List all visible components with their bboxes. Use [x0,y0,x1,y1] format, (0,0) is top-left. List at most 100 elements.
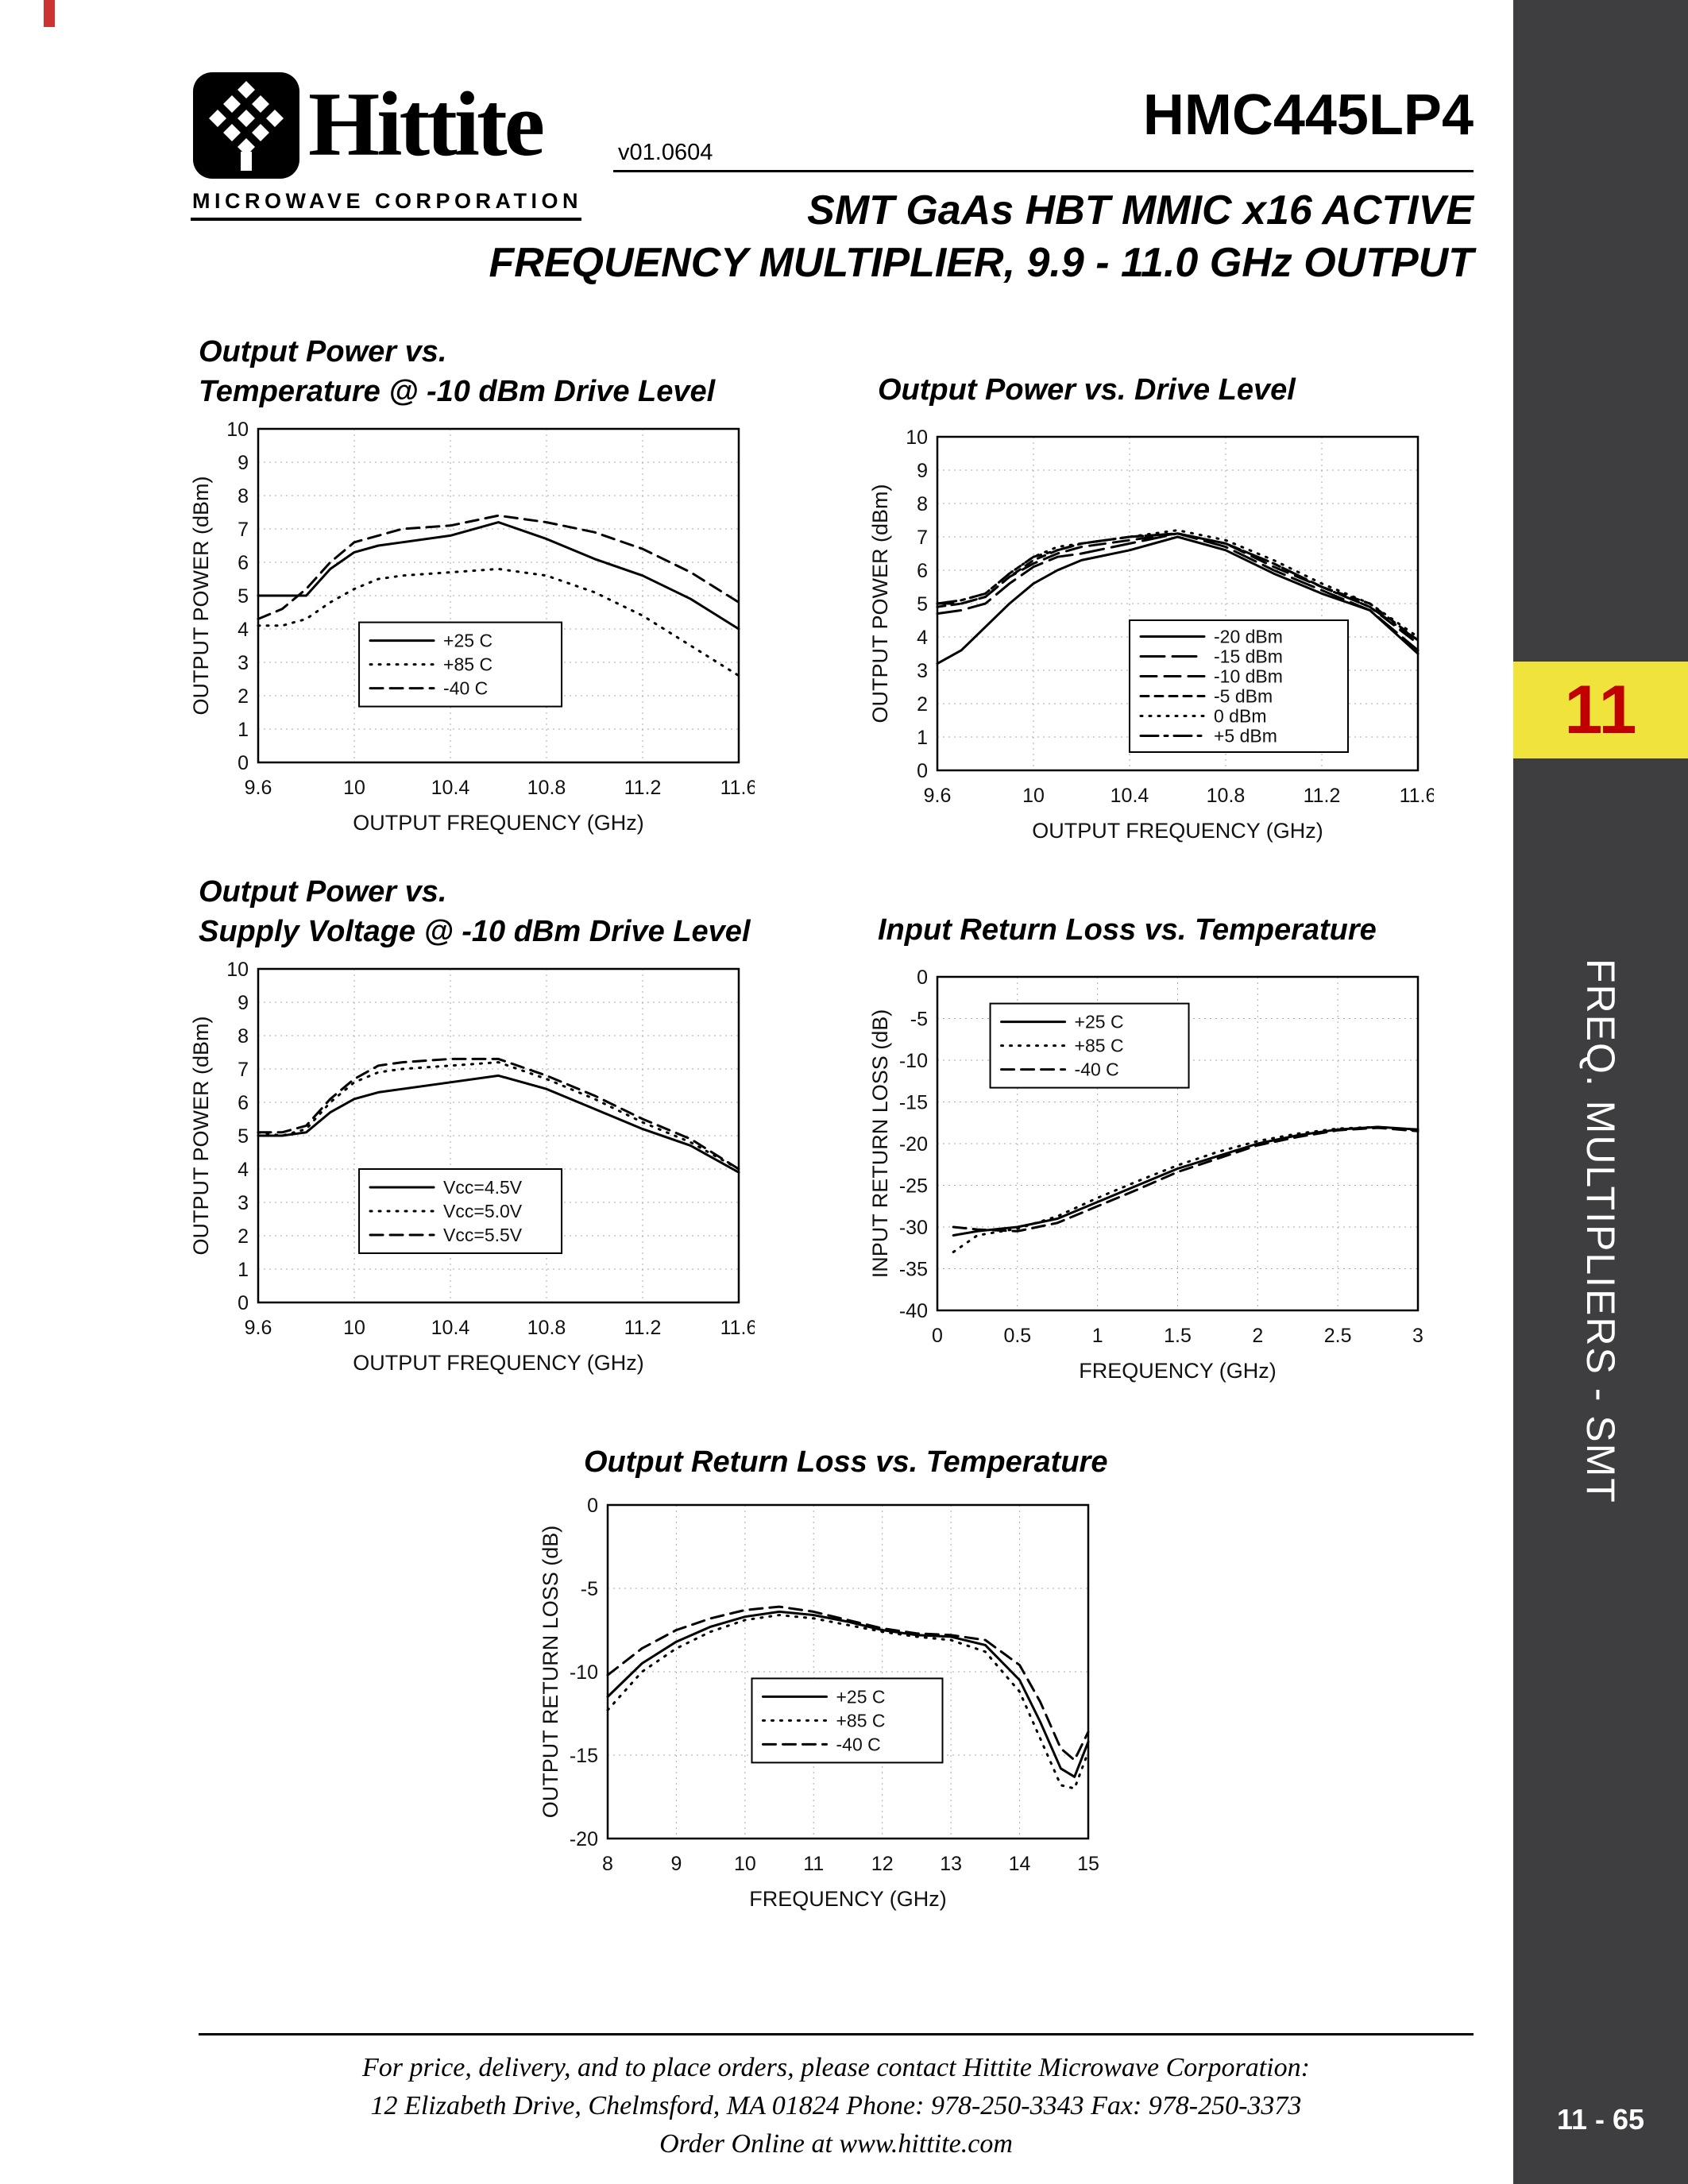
y-tick-label: -5 [910,1009,928,1031]
x-tick-label: 10.8 [527,1317,566,1339]
series-85-c [606,1614,1090,1790]
y-tick-label: 1 [917,727,928,749]
y-tick-label: 0 [917,760,928,782]
y-tick-label: 2 [238,685,249,708]
y-axis-label: OUTPUT POWER (dBm) [189,1016,213,1255]
legend-label-0-dbm: 0 dBm [1214,706,1266,727]
x-axis-label: OUTPUT FREQUENCY (GHz) [353,811,644,835]
chapter-number-tab: 11 [1513,662,1688,758]
x-tick-label: 11.6 [720,1317,755,1339]
y-tick-label: 3 [238,652,249,674]
chart-input-return-loss-vs-temperature: 0 0.5 1 1.5 2 2.5 3 -40 -35 -30 -25 -20 -15 -10 -5 0 FRE… [862,957,1434,1402]
legend-label-40-c: -40 C [836,1734,881,1754]
series-vcc-4-5v [257,1074,740,1174]
subtitle-line-1: SMT GaAs HBT MMIC x16 ACTIVE [807,187,1474,233]
x-axis-label: FREQUENCY (GHz) [1079,1359,1277,1383]
chapter-label-vertical: FREQ. MULTIPLIERS - SMT [1578,958,1623,1504]
y-tick-label: 0 [238,1292,249,1314]
chart-title-output-return-loss-vs-temperature: Output Return Loss vs. Temperature [584,1442,1107,1482]
x-tick-label: 1 [1092,1325,1103,1347]
y-tick-label: 5 [238,1125,249,1148]
legend-label-25-c: +25 C [836,1686,886,1707]
y-tick-label: -15 [570,1745,598,1767]
series-20-dbm [936,535,1420,666]
chart-title-line: Temperature @ -10 dBm Drive Level [199,375,716,408]
y-tick-label: -10 [899,1050,928,1072]
legend-label-25-c: +25 C [443,631,492,651]
x-tick-label: 11.6 [720,777,755,799]
chart-output-power-vs-drive-level: 9.6 10 10.4 10.8 11.2 11.6 0 1 2 3 4 5 6 7 8 9 10 OUTPUT … [862,417,1436,862]
y-tick-label: 1 [238,719,249,741]
x-tick-label: 0.5 [1003,1325,1031,1347]
chapter-sidebar: 11 FREQ. MULTIPLIERS - SMT 11 - 65 [1513,0,1688,2184]
x-tick-label: 14 [1009,1853,1031,1875]
chart-title-output-power-vs-supply-voltage: Output Power vs. Supply Voltage @ -10 dB… [199,872,751,951]
x-tick-label: 12 [871,1853,894,1875]
y-tick-label: 0 [587,1495,598,1517]
legend-label-85-c: +85 C [836,1710,886,1731]
chart-title-line: Output Return Loss vs. Temperature [584,1445,1108,1479]
chart-output-power-vs-temperature: 9.6 10 10.4 10.8 11.2 11.6 0 1 2 3 4 5 6 7 8 9 10 OUTPUT … [183,409,757,854]
legend-label-20-dbm: -20 dBm [1214,627,1283,647]
logo-underline [191,218,581,221]
legend-label-5-dbm: -5 dBm [1214,686,1273,707]
y-axis-label: OUTPUT POWER (dBm) [868,484,892,723]
footer-line-3: Order Online at www.hittite.com [659,2129,1013,2159]
chart-canvas: 9.6 10 10.4 10.8 11.2 11.6 0 1 2 3 4 5 6 7 8 9 10 OUTPUT … [189,959,757,1375]
page-number: 11 - 65 [1556,2103,1645,2136]
y-tick-label: -20 [899,1133,928,1156]
chart-output-return-loss-vs-temperature: 8 9 10 11 12 13 14 15 -20 -15 -10 -5 0 FREQUENCY (GHz… [532,1485,1104,1930]
x-tick-label: 0 [932,1325,943,1347]
x-tick-label: 11.2 [1304,785,1341,807]
y-tick-label: 4 [917,627,928,649]
x-axis-label: OUTPUT FREQUENCY (GHz) [353,1351,644,1375]
y-tick-label: -40 [899,1300,928,1322]
footer-line-2: 12 Elizabeth Drive, Chelmsford, MA 01824… [370,2091,1302,2120]
y-tick-label: 5 [238,585,249,608]
x-tick-label: 9.6 [245,1317,272,1339]
series-vcc-5-5v [257,1057,740,1171]
logo-company-line: MICROWAVE CORPORATION [192,189,582,213]
legend-label-40-c: -40 C [443,678,488,699]
x-tick-label: 11.6 [1400,785,1434,807]
series-15-dbm [936,532,1420,652]
series-25-c [606,1610,1090,1778]
legend-label-vcc-4-5v: Vcc=4.5V [443,1177,523,1198]
footer-line-1: For price, delivery, and to place orders… [362,2053,1310,2082]
legend-label-15-dbm: -15 dBm [1214,646,1283,667]
x-tick-label: 9.6 [924,785,952,807]
series-40-c [257,514,740,620]
hittite-logo: Hittite [191,70,545,185]
legend-label-25-c: +25 C [1075,1012,1124,1032]
chart-canvas: 0 0.5 1 1.5 2 2.5 3 -40 -35 -30 -25 -20 -15 -10 -5 0 FRE… [868,967,1423,1383]
legend-box [1129,619,1349,753]
x-tick-label: 8 [602,1853,613,1875]
y-tick-label: 1 [238,1259,249,1281]
y-tick-label: -30 [899,1217,928,1239]
x-tick-label: 15 [1077,1853,1099,1875]
x-tick-label: 11 [803,1853,824,1875]
series-25-c [257,521,740,631]
chart-title-output-power-vs-drive-level: Output Power vs. Drive Level [878,370,1296,410]
x-tick-label: 13 [940,1853,962,1875]
legend-label-vcc-5-5v: Vcc=5.5V [443,1225,523,1245]
legend-box [358,1168,563,1254]
chart-canvas: 8 9 10 11 12 13 14 15 -20 -15 -10 -5 0 FREQUENCY (GHz… [539,1495,1099,1911]
x-tick-label: 2.5 [1324,1325,1352,1347]
y-tick-label: 6 [917,560,928,582]
y-tick-label: 6 [238,552,249,574]
chart-title-output-power-vs-temperature: Output Power vs. Temperature @ -10 dBm D… [199,332,715,411]
y-tick-label: 4 [238,1159,249,1181]
series-85-c [257,567,740,677]
legend-label-40-c: -40 C [1075,1059,1119,1080]
y-tick-label: 4 [238,619,249,641]
y-tick-label: 9 [917,460,928,482]
y-tick-label: 7 [238,1059,249,1081]
chart-title-input-return-loss-vs-temperature: Input Return Loss vs. Temperature [878,910,1377,950]
x-tick-label: 10.4 [1111,785,1149,807]
y-tick-label: 7 [917,527,928,549]
y-axis-label: OUTPUT RETURN LOSS (dB) [539,1526,562,1819]
y-tick-label: 8 [917,493,928,515]
legend-box [751,1677,944,1764]
x-tick-label: 10.4 [431,1317,470,1339]
